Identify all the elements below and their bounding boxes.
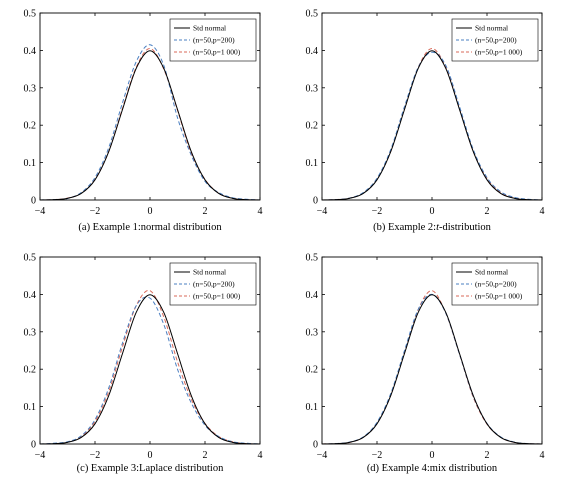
y-tick-label: 0.3 <box>306 327 319 338</box>
y-tick-label: 0.4 <box>24 290 37 301</box>
x-tick-label: −2 <box>90 206 101 217</box>
y-tick-label: 0.3 <box>306 83 319 94</box>
legend-label: (n=50,p=200) <box>475 280 517 289</box>
caption-d: (d) Example 4:mix distribution <box>366 463 498 474</box>
y-tick-label: 0 <box>313 440 318 451</box>
x-tick-label: 0 <box>148 206 153 217</box>
caption-b-italic: t <box>436 222 439 233</box>
series-line <box>321 50 543 201</box>
y-tick-label: 0.5 <box>306 9 319 20</box>
y-tick-label: 0.4 <box>306 46 319 57</box>
y-tick-label: 0.2 <box>24 121 37 132</box>
chart-panel-a: 0 0.1 0.2 0.3 0.4 0.5 −4 −2 0 2 4 Std normal (n=50,p… <box>24 9 263 218</box>
y-tick-label: 0.1 <box>306 402 319 413</box>
legend-label: (n=50,p=200) <box>193 36 235 45</box>
series-line <box>321 290 543 445</box>
plot-frame <box>39 256 261 445</box>
x-tick-label: 0 <box>430 206 435 217</box>
y-tick-label: 0.5 <box>24 9 37 20</box>
legend-label: (n=50,p=200) <box>193 280 235 289</box>
chart-panel-b: 0 0.1 0.2 0.3 0.4 0.5 −4 −2 0 2 4 Std normal (n=50,p… <box>306 9 545 218</box>
legend-label: Std normal <box>193 268 226 277</box>
legend-label: (n=50,p=200) <box>475 36 517 45</box>
x-tick-label: 2 <box>485 450 490 461</box>
y-tick-label: 0 <box>31 440 36 451</box>
plot-frame <box>39 12 261 201</box>
y-tick-label: 0.2 <box>24 365 37 376</box>
y-tick-label: 0.4 <box>306 290 319 301</box>
y-tick-label: 0.1 <box>306 158 319 169</box>
caption-a: (a) Example 1:normal distribution <box>78 222 222 233</box>
plot-frame <box>321 12 543 201</box>
x-tick-label: 2 <box>485 206 490 217</box>
caption-c: (c) Example 3:Laplace distribution <box>76 463 224 474</box>
series-line <box>39 44 261 201</box>
y-tick-label: 0.5 <box>24 253 37 264</box>
x-tick-label: 0 <box>430 450 435 461</box>
y-tick-label: 0.4 <box>24 46 37 57</box>
y-tick-label: 0.1 <box>24 402 37 413</box>
chart-panel-d: 0 0.1 0.2 0.3 0.4 0.5 −4 −2 0 2 4 Std normal (n=50,p… <box>306 253 545 462</box>
y-tick-label: 0.2 <box>306 121 319 132</box>
series-line <box>39 296 261 445</box>
legend-label: Std normal <box>475 268 508 277</box>
caption-b-prefix: (b) Example 2: <box>373 222 437 233</box>
y-tick-label: 0.2 <box>306 365 319 376</box>
x-tick-label: −2 <box>372 450 383 461</box>
y-tick-label: 0.1 <box>24 158 37 169</box>
legend-label: Std normal <box>475 24 508 33</box>
y-tick-label: 0 <box>313 196 318 207</box>
series-line <box>321 293 543 445</box>
legend-label: (n=50,p=1 000) <box>475 48 523 57</box>
plot-frame <box>321 256 543 445</box>
series-line <box>321 294 543 445</box>
x-tick-label: −2 <box>372 206 383 217</box>
legend-label: (n=50,p=1 000) <box>193 292 241 301</box>
x-tick-label: −4 <box>35 450 46 461</box>
x-tick-label: 4 <box>258 450 263 461</box>
y-tick-label: 0 <box>31 196 36 207</box>
legend-label: (n=50,p=1 000) <box>193 48 241 57</box>
y-tick-label: 0.5 <box>306 253 319 264</box>
y-tick-label: 0.3 <box>24 327 37 338</box>
legend-label: Std normal <box>193 24 226 33</box>
caption-b-suffix: -distribution <box>438 222 491 233</box>
x-tick-label: 2 <box>203 206 208 217</box>
x-tick-label: −4 <box>35 206 46 217</box>
series-line <box>321 48 543 201</box>
chart-panel-c: 0 0.1 0.2 0.3 0.4 0.5 −4 −2 0 2 4 Std normal (n=50,p… <box>24 253 263 462</box>
series-line <box>39 289 261 445</box>
x-tick-label: −4 <box>317 206 328 217</box>
x-tick-label: 4 <box>540 206 545 217</box>
x-tick-label: 4 <box>258 206 263 217</box>
x-tick-label: −4 <box>317 450 328 461</box>
y-tick-label: 0.3 <box>24 83 37 94</box>
x-tick-label: 0 <box>148 450 153 461</box>
caption-b: (b) Example 2:t-distribution <box>322 222 542 233</box>
series-line <box>321 51 543 201</box>
x-tick-label: 2 <box>203 450 208 461</box>
series-line <box>39 50 261 201</box>
x-tick-label: 4 <box>540 450 545 461</box>
x-tick-label: −2 <box>90 450 101 461</box>
legend-label: (n=50,p=1 000) <box>475 292 523 301</box>
series-line <box>39 48 261 201</box>
series-line <box>39 294 261 445</box>
